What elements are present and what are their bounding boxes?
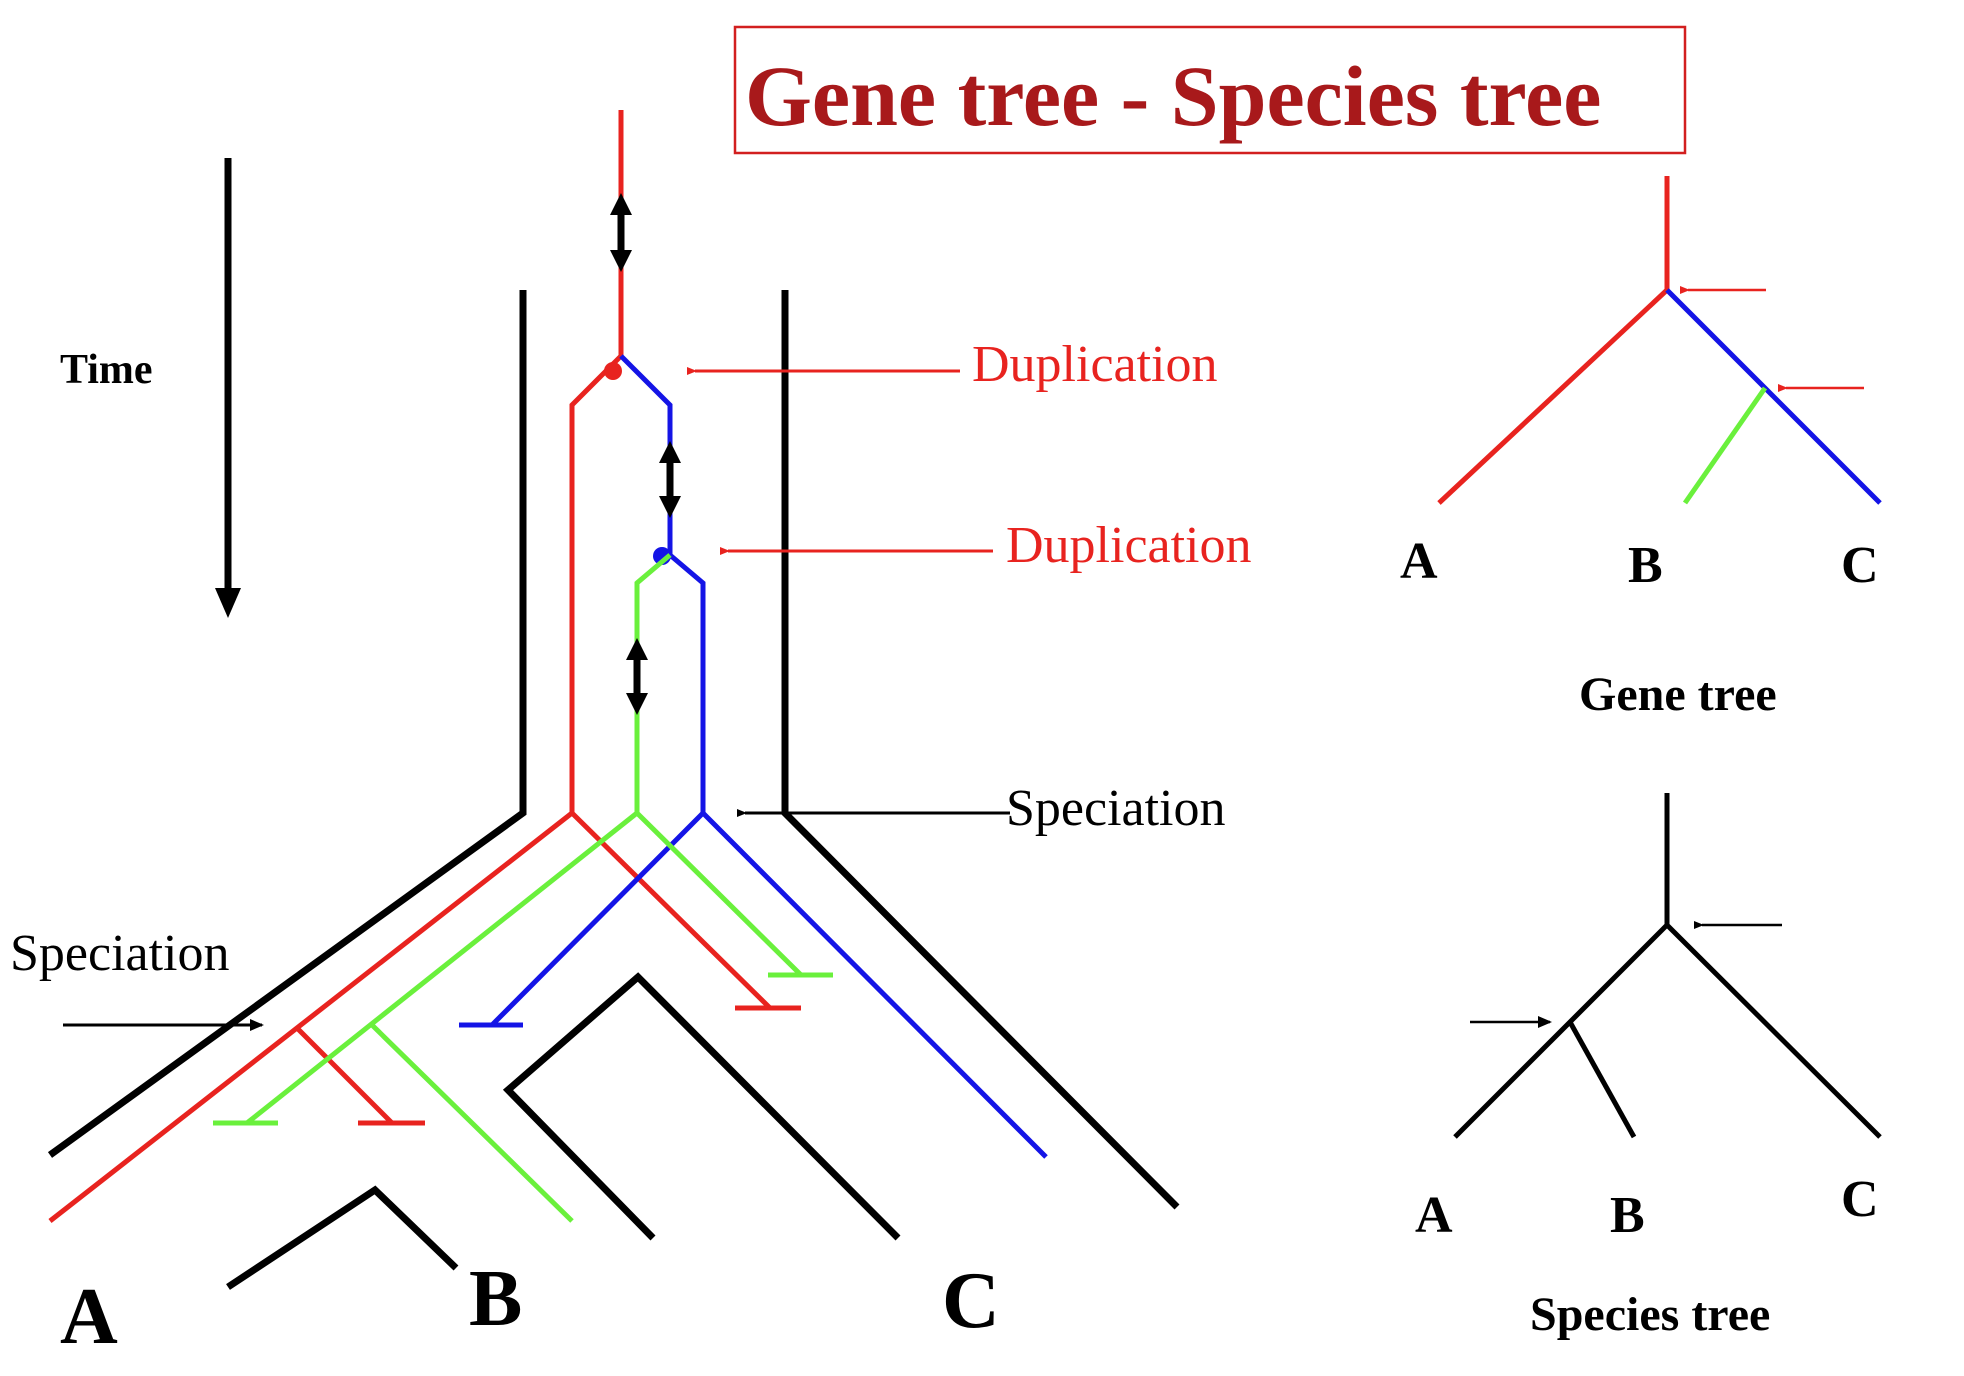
gene-tree-branch-c [1665,288,1882,505]
gene-tree: A B C Gene tree [1400,176,1882,721]
species-tree-branch-b [1567,1020,1637,1139]
species-outline-inner-bc [502,972,901,1241]
green-gene-lineage [213,553,833,1223]
time-axis: Time [60,158,241,618]
red-branch-a [48,811,574,1223]
gene-tree-leaf-b: B [1628,537,1663,594]
gene-tree-caption: Gene tree [1579,668,1777,721]
species-tree-leaf-b: B [1610,1187,1645,1244]
branch-length-arrows [610,193,681,715]
duplication-1-label: Duplication [972,336,1218,393]
speciation-right-label: Speciation [1006,780,1226,837]
species-tree: A B C Species tree [1415,793,1882,1341]
title-group: Gene tree - Species tree [733,25,1687,155]
main-leaf-c: C [942,1257,1000,1345]
species-tree-branch-c [1665,923,1882,1139]
gene-tree-leaf-a: A [1400,533,1438,590]
time-label: Time [60,347,153,393]
gene-tree-branch-a [1437,288,1669,505]
blue-upper-branch [619,354,706,813]
green-branch-b [370,1023,574,1223]
species-tree-branch-a [1453,923,1669,1139]
page-title: Gene tree - Species tree [745,48,1601,144]
main-leaf-b: B [469,1255,522,1343]
green-upper-branch [634,553,672,813]
speciation-left-label: Speciation [10,925,230,982]
species-outline-right [781,290,1180,1210]
main-leaf-labels: A B C [60,1255,1000,1361]
green-branch-right [635,811,803,977]
species-outline-inner-ab [226,1185,459,1290]
species-tree-leaf-c: C [1841,1171,1879,1228]
red-branch-b [295,1026,394,1125]
blue-branch-c [701,811,1048,1159]
gene-tree-leaf-c: C [1841,537,1879,594]
blue-gene-lineage [459,354,1048,1159]
red-root-branch [569,110,624,813]
species-tree-leaf-a: A [1415,1187,1453,1244]
red-gene-lineage [48,110,801,1223]
red-branch-right [570,811,772,1010]
double-arrow-2 [659,441,681,518]
title-box [733,25,1687,155]
double-arrow-1 [610,193,632,272]
green-branch-left [245,811,639,1125]
red-duplication-node [604,362,622,380]
blue-branch-left [490,811,705,1027]
double-arrow-3 [626,638,648,715]
species-tree-caption: Species tree [1530,1288,1770,1341]
main-leaf-a: A [60,1273,118,1361]
gene-tree-branch-b [1682,386,1768,505]
time-arrowhead [215,588,241,618]
event-labels: Duplication Duplication Speciation Speci… [10,336,1252,1031]
species-outline-left [47,290,527,1158]
duplication-2-label: Duplication [1006,517,1252,574]
